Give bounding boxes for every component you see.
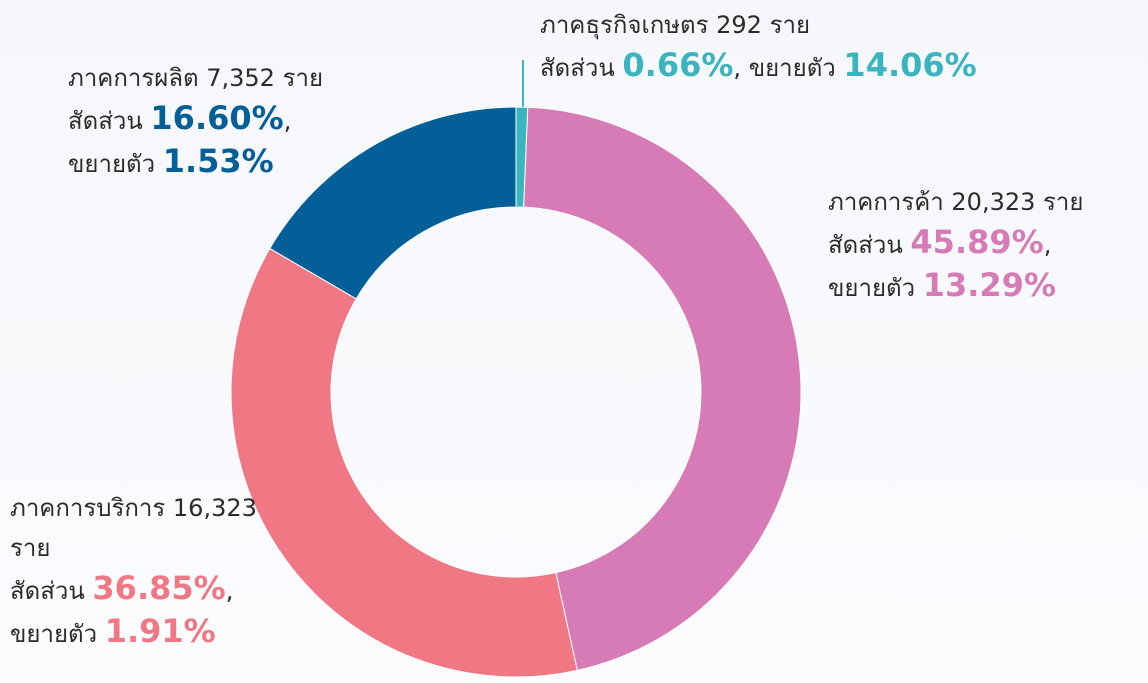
category-name: ภาคการบริการ 16,323 ราย	[10, 494, 257, 562]
share-value: 45.89%	[910, 223, 1044, 261]
donut-slice	[269, 106, 517, 300]
donut-slice	[523, 106, 802, 671]
share-value: 16.60%	[150, 99, 284, 137]
slice-label: ภาคการบริการ 16,323 ราย สัดส่วน 36.85%, ขย…	[10, 488, 260, 654]
growth-text: ขยายตัว	[10, 620, 98, 648]
growth-text: ขยายตัว	[68, 150, 156, 178]
category-name: ภาคธุรกิจเกษตร 292 ราย	[540, 11, 811, 39]
growth-line: ขยายตัว 1.91%	[10, 611, 260, 654]
growth-line: ขยายตัว 1.53%	[68, 141, 398, 184]
share-text: สัดส่วน	[828, 231, 903, 259]
share-line: สัดส่วน 45.89%,	[828, 222, 1148, 265]
growth-text: ขยายตัว	[828, 274, 916, 302]
share-line: สัดส่วน 36.85%,	[10, 568, 260, 611]
separator: ,	[225, 577, 234, 605]
donut-slice	[230, 247, 578, 678]
growth-value: 14.06%	[843, 46, 977, 84]
separator: ,	[1043, 231, 1052, 259]
separator: ,	[283, 107, 292, 135]
share-text: สัดส่วน	[68, 107, 143, 135]
growth-value: 1.53%	[162, 142, 274, 180]
share-text: สัดส่วน	[10, 577, 85, 605]
growth-value: 13.29%	[922, 266, 1056, 304]
growth-text: ขยายตัว	[748, 54, 836, 82]
slice-label: ภาคธุรกิจเกษตร 292 รายสัดส่วน 0.66%, ขยา…	[540, 5, 977, 88]
growth-line: ขยายตัว 13.29%	[828, 265, 1148, 308]
share-line: สัดส่วน 0.66%, ขยายตัว 14.06%	[540, 45, 977, 88]
category-name: ภาคการผลิต 7,352 ราย	[68, 64, 323, 92]
share-value: 0.66%	[622, 46, 734, 84]
share-text: สัดส่วน	[540, 54, 615, 82]
category-name: ภาคการค้า 20,323 ราย	[828, 188, 1084, 216]
growth-value: 1.91%	[104, 612, 216, 650]
share-line: สัดส่วน 16.60%,	[68, 98, 398, 141]
share-value: 36.85%	[92, 569, 226, 607]
separator: ,	[733, 54, 742, 82]
slice-label: ภาคการค้า 20,323 ราย สัดส่วน 45.89%, ขยายต…	[828, 182, 1148, 308]
slice-label: ภาคการผลิต 7,352 ราย สัดส่วน 16.60%, ขยายต…	[68, 58, 398, 184]
